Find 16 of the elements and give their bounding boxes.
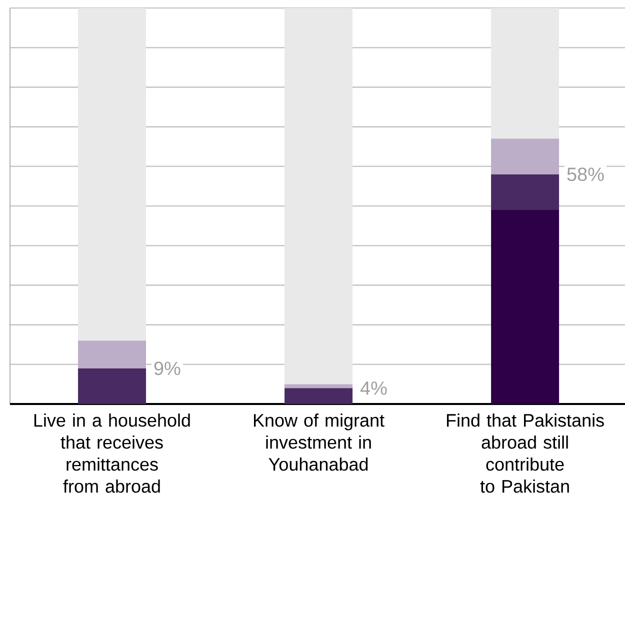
bar xyxy=(78,368,146,404)
bar xyxy=(491,8,560,139)
bar xyxy=(78,340,146,368)
bar xyxy=(491,138,560,174)
bar xyxy=(78,8,146,341)
x-tick-label: Find that Pakistanis abroad still contribute to Pakistan xyxy=(446,414,604,493)
bar xyxy=(284,388,353,404)
bar xyxy=(491,210,560,404)
bar xyxy=(491,174,560,210)
bar xyxy=(284,384,353,388)
annotation: 9% xyxy=(154,362,180,376)
annotation: 58% xyxy=(567,168,604,182)
x-tick-label: Live in a household that receives remittances from abroad xyxy=(34,414,190,493)
bar xyxy=(284,8,353,384)
x-tick-label: Know of migrant investment in Youhanabad xyxy=(254,414,384,471)
annotation: 4% xyxy=(360,382,387,395)
